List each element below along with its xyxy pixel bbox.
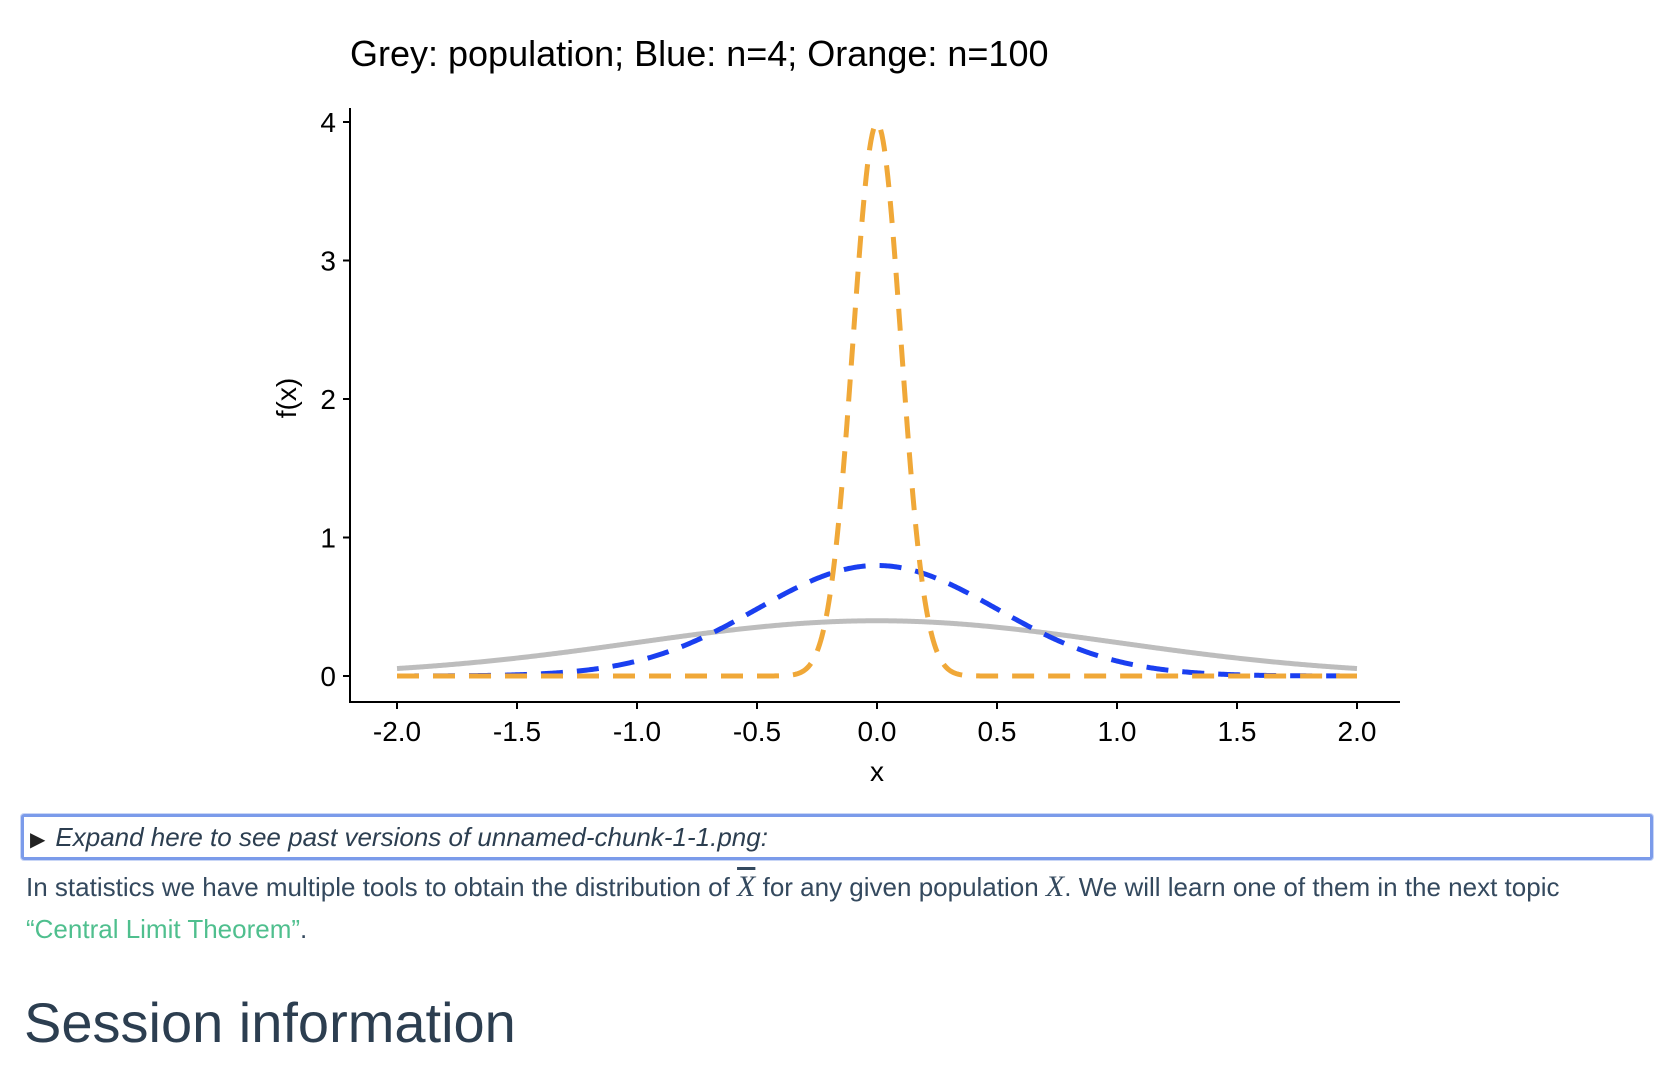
- chart-title: Grey: population; Blue: n=4; Orange: n=1…: [350, 33, 1048, 74]
- x-axis-label: x: [870, 756, 884, 787]
- x-tick-label: 1.0: [1098, 716, 1137, 747]
- expand-triangle-icon: ▶: [30, 829, 46, 851]
- x-tick-label: 1.5: [1218, 716, 1257, 747]
- series-line-n-4: [395, 562, 1359, 679]
- x-tick-label: -1.5: [493, 716, 541, 747]
- expand-summary-text: Expand here to see past versions of unna…: [55, 822, 768, 852]
- series-layer: [395, 120, 1359, 679]
- chart: Grey: population; Blue: n=4; Orange: n=1…: [271, 33, 1400, 787]
- section-heading: Session information: [24, 991, 516, 1054]
- series-line-n-100: [395, 120, 1359, 679]
- y-tick-label: 0: [320, 661, 336, 692]
- y-tick-label: 1: [320, 523, 336, 554]
- expand-details-toggle[interactable]: ▶ Expand here to see past versions of unn…: [21, 814, 1653, 860]
- y-tick-label: 2: [320, 384, 336, 415]
- y-axis-label: f(x): [271, 378, 302, 418]
- paragraph-text-2: for any given population: [755, 872, 1046, 902]
- x-axis-ticks: -2.0 -1.5 -1.0 -0.5 0.0 0.5 1.0 1.5 2.0: [373, 702, 1377, 747]
- series-line-population: [395, 618, 1359, 672]
- paragraph-text-3: . We will learn one of them in the next …: [1064, 872, 1560, 902]
- x-tick-label: -0.5: [733, 716, 781, 747]
- y-tick-label: 4: [320, 107, 336, 138]
- math-x: X: [1045, 870, 1065, 903]
- x-tick-label: -1.0: [613, 716, 661, 747]
- x-tick-label: -2.0: [373, 716, 421, 747]
- paragraph-text-1: In statistics we have multiple tools to …: [26, 872, 738, 902]
- y-axis-ticks: 0 1 2 3 4: [320, 107, 350, 692]
- central-limit-theorem-link[interactable]: “Central Limit Theorem”: [26, 914, 301, 944]
- y-tick-label: 3: [320, 246, 336, 277]
- paragraph-text-4: .: [300, 914, 308, 944]
- x-tick-label: 0.5: [978, 716, 1017, 747]
- math-x-bar: X: [737, 870, 756, 903]
- body-paragraph: In statistics we have multiple tools to …: [26, 866, 1636, 950]
- x-tick-label: 0.0: [858, 716, 897, 747]
- x-tick-label: 2.0: [1338, 716, 1377, 747]
